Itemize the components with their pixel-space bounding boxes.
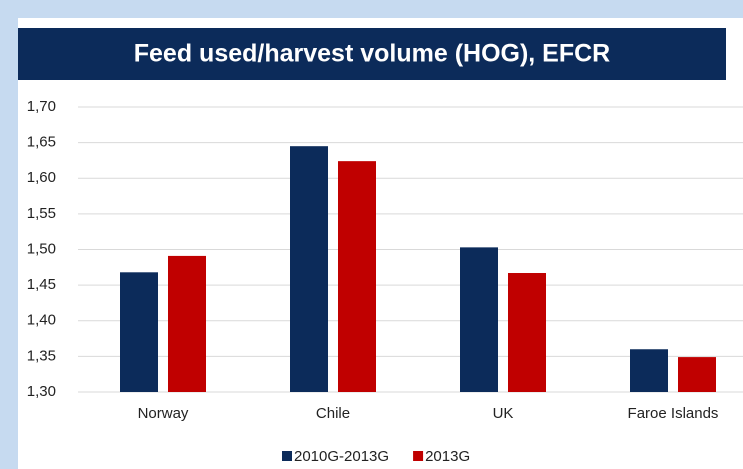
x-tick-label: UK (493, 405, 514, 422)
legend-swatch (413, 451, 424, 461)
legend-label: 2010G-2013G (294, 448, 389, 465)
bar (630, 349, 668, 392)
chart-title: Feed used/harvest volume (HOG), EFCR (134, 40, 611, 68)
x-tick-label: Chile (316, 405, 350, 422)
y-tick-label: 1,70 (27, 98, 56, 115)
panel (18, 18, 743, 469)
y-tick-label: 1,50 (27, 240, 56, 257)
bar (290, 146, 328, 392)
bar (508, 273, 546, 392)
legend-label: 2013G (425, 448, 470, 465)
title-banner (18, 28, 726, 80)
bar (338, 161, 376, 392)
y-tick-label: 1,30 (27, 383, 56, 400)
x-tick-label: Faroe Islands (628, 405, 719, 422)
bar (678, 357, 716, 392)
y-tick-label: 1,40 (27, 312, 56, 329)
y-tick-label: 1,65 (27, 134, 56, 151)
y-tick-label: 1,45 (27, 276, 56, 293)
y-tick-label: 1,35 (27, 347, 56, 364)
bar (460, 247, 498, 392)
y-tick-label: 1,60 (27, 169, 56, 186)
bar (168, 255, 206, 392)
x-tick-label: Norway (138, 405, 189, 422)
y-tick-label: 1,55 (27, 205, 56, 222)
bar (120, 272, 158, 392)
legend-swatch (282, 451, 292, 461)
